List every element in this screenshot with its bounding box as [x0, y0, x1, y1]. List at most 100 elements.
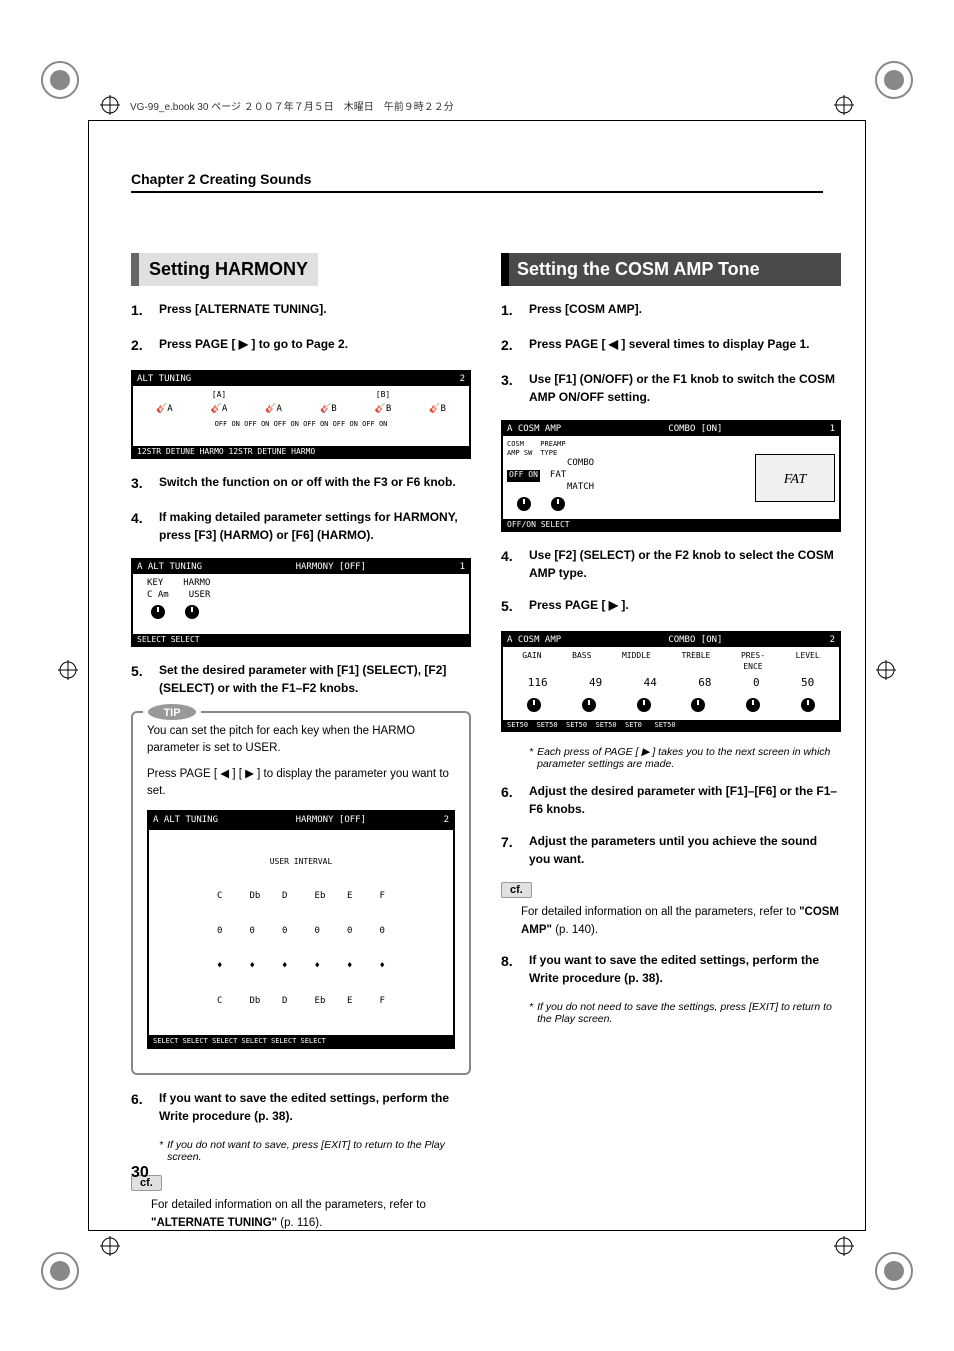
registration-mark: [834, 95, 854, 115]
lcd-screen-cosm-params: A COSM AMP COMBO [ON] 2 GAIN BASS MIDDLE…: [501, 631, 841, 732]
svg-text:TIP: TIP: [163, 707, 180, 719]
lcd-param-label: BASS: [572, 651, 591, 672]
content-frame: Chapter 2 Creating Sounds Setting HARMON…: [88, 120, 866, 1231]
step-4: 4. Use [F2] (SELECT) or the F2 knob to s…: [501, 546, 841, 582]
lcd-screen-alt-tuning: ALT TUNING 2 [A] [B] 🎸A🎸A🎸A🎸B🎸B🎸B OFF ON…: [131, 370, 471, 459]
lcd-page: 1: [460, 562, 465, 572]
lcd-sub: USER INTERVAL: [153, 857, 449, 867]
step-num: 8.: [501, 951, 529, 987]
step-num: 2.: [501, 335, 529, 356]
lcd-screen-cosm-amp: A COSM AMP COMBO [ON] 1 COSM AMP SW PREA…: [501, 420, 841, 532]
step-text: If you want to save the edited settings,…: [159, 1089, 471, 1125]
step-text: Press [COSM AMP].: [529, 300, 642, 321]
lcd-label: PREAMP TYPE: [540, 440, 565, 458]
tip-box: TIP You can set the pitch for each key w…: [131, 711, 471, 1075]
step-7: 7. Adjust the parameters until you achie…: [501, 832, 841, 868]
step-text: Use [F1] (ON/OFF) or the F1 knob to swit…: [529, 370, 841, 406]
lcd-param-label: TREBLE: [681, 651, 710, 672]
page-meta: VG-99_e.book 30 ページ ２００７年７月５日 木曜日 午前９時２２…: [130, 98, 454, 113]
step-text: If you want to save the edited settings,…: [529, 951, 841, 987]
knob-icon: [185, 605, 199, 619]
cf-text: For detailed information on all the para…: [521, 904, 841, 939]
lcd-row: C Db D Eb E F: [153, 996, 449, 1008]
lcd-footer: SELECT SELECT: [133, 634, 469, 645]
step-6: 6. If you want to save the edited settin…: [131, 1089, 471, 1125]
knob-icon: [527, 698, 541, 712]
lcd-page: 2: [830, 635, 835, 645]
lcd-sub-a: [A]: [212, 390, 226, 400]
step-text: Adjust the parameters until you achieve …: [529, 832, 841, 868]
lcd-screen-harmony: A ALT TUNING HARMONY [OFF] 1 KEY HARMO C…: [131, 558, 471, 647]
step-2: 2. Press PAGE [ ▶ ] to go to Page 2.: [131, 335, 471, 356]
knob-icon: [637, 698, 651, 712]
lcd-off-on: OFF ON: [507, 470, 540, 482]
step-note: *If you do not need to save the settings…: [529, 1001, 841, 1025]
step-6: 6. Adjust the desired parameter with [F1…: [501, 782, 841, 818]
lcd-param-label: GAIN: [522, 651, 541, 672]
step-5: 5. Set the desired parameter with [F1] (…: [131, 661, 471, 697]
lcd-param-value: 116: [528, 676, 548, 690]
step-num: 3.: [131, 473, 159, 494]
lcd-param-label: LEVEL: [796, 651, 820, 672]
step-num: 5.: [131, 661, 159, 697]
lcd-key-value: C Am: [147, 590, 169, 602]
knob-icon: [801, 698, 815, 712]
lcd-page: 2: [460, 374, 465, 384]
lcd-param-label: PRES- ENCE: [741, 651, 765, 672]
lcd-row: C Db D Eb E F: [153, 891, 449, 903]
step-text: Press PAGE [ ◀ ] several times to displa…: [529, 335, 809, 356]
lcd-param-label: MIDDLE: [622, 651, 651, 672]
tip-text-1: You can set the pitch for each key when …: [147, 723, 455, 758]
page-number: 30: [131, 1164, 149, 1182]
step-num: 6.: [501, 782, 529, 818]
step-num: 3.: [501, 370, 529, 406]
step-3: 3. Use [F1] (ON/OFF) or the F1 knob to s…: [501, 370, 841, 406]
lcd-footer: 12STR DETUNE HARMO 12STR DETUNE HARMO: [133, 446, 469, 457]
lcd-amp-viz: FAT: [755, 454, 835, 502]
lcd-key-label: KEY: [147, 578, 163, 590]
lcd-footer: OFF/ON SELECT: [503, 519, 839, 530]
lcd-title: A ALT TUNING: [137, 562, 202, 572]
tip-text-2: Press PAGE [ ◀ ] [ ▶ ] to display the pa…: [147, 766, 455, 801]
lcd-match: MATCH: [507, 482, 749, 494]
step-num: 2.: [131, 335, 159, 356]
lcd-fat: FAT: [550, 470, 566, 482]
knob-icon: [691, 698, 705, 712]
lcd-param-value: 68: [698, 676, 711, 690]
step-num: 7.: [501, 832, 529, 868]
lcd-title: A ALT TUNING: [153, 814, 218, 828]
step-num: 6.: [131, 1089, 159, 1125]
lcd-row: 0 0 0 0 0 0: [153, 926, 449, 938]
registration-mark: [100, 95, 120, 115]
registration-mark: [58, 660, 78, 680]
step-num: 1.: [501, 300, 529, 321]
lcd-off-on: OFF ON OFF ON OFF ON OFF ON OFF ON OFF O…: [137, 420, 465, 429]
corner-decoration-br: [864, 1241, 924, 1301]
step-text: Press [ALTERNATE TUNING].: [159, 300, 327, 321]
lcd-param-value: 0: [753, 676, 760, 690]
step-note: *If you do not want to save, press [EXIT…: [159, 1139, 471, 1163]
lcd-row: ♦ ♦ ♦ ♦ ♦ ♦: [153, 961, 449, 973]
cf-text: For detailed information on all the para…: [151, 1197, 471, 1232]
knob-icon: [746, 698, 760, 712]
lcd-screen-user-interval: A ALT TUNING HARMONY [OFF] 2 USER INTERV…: [147, 810, 455, 1049]
knob-icon: [151, 605, 165, 619]
step-text: Use [F2] (SELECT) or the F2 knob to sele…: [529, 546, 841, 582]
lcd-param-value: 49: [589, 676, 602, 690]
lcd-param-value: 44: [644, 676, 657, 690]
lcd-sub-b: [B]: [376, 390, 390, 400]
section-title-harmony: Setting HARMONY: [131, 253, 318, 286]
lcd-page: 2: [444, 814, 449, 828]
step-text: If making detailed parameter settings fo…: [159, 508, 471, 544]
step-1: 1. Press [COSM AMP].: [501, 300, 841, 321]
lcd-harmo-value: USER: [189, 590, 211, 602]
lcd-label: COSM AMP SW: [507, 440, 532, 458]
step-text: Adjust the desired parameter with [F1]–[…: [529, 782, 841, 818]
knob-icon: [551, 497, 565, 511]
step-text: Press PAGE [ ▶ ] to go to Page 2.: [159, 335, 348, 356]
step-4: 4. If making detailed parameter settings…: [131, 508, 471, 544]
registration-mark: [876, 660, 896, 680]
step-num: 4.: [501, 546, 529, 582]
lcd-combo: COMBO: [567, 458, 749, 470]
lcd-mid: HARMONY [OFF]: [296, 814, 366, 828]
